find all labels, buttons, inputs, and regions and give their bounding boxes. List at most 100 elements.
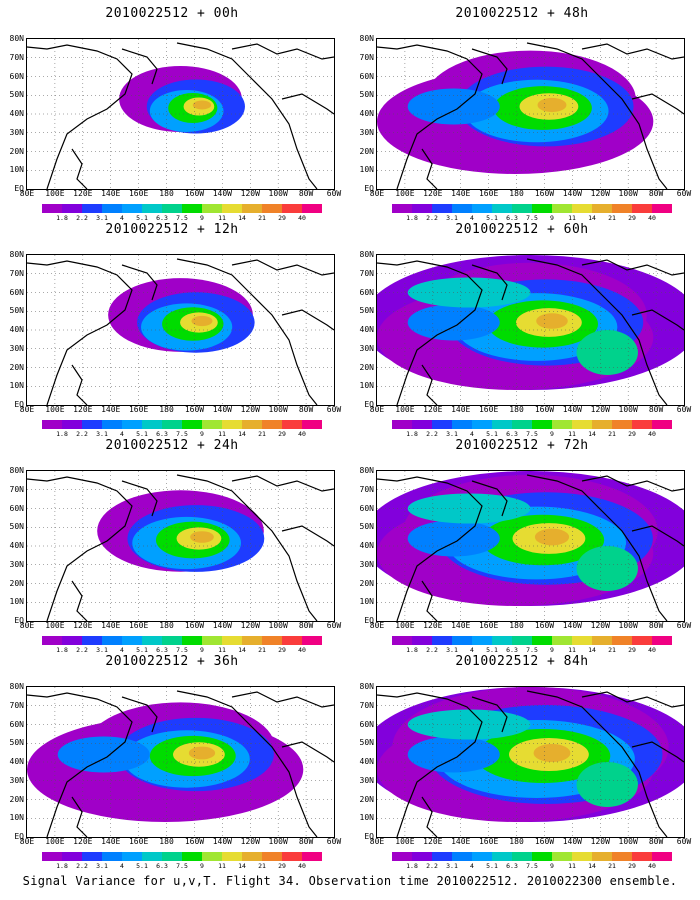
colorbar-swatch	[532, 636, 552, 645]
colorbar-swatch	[62, 204, 82, 213]
longitude-label: 140W	[212, 837, 232, 846]
colorbar-level-label: 21	[258, 646, 266, 654]
colorbar-level-label: 9	[550, 646, 554, 654]
colorbar-swatch	[492, 204, 512, 213]
colorbar-level-label: 4	[120, 862, 124, 870]
colorbar-swatch	[162, 636, 182, 645]
colorbar-level-label: 11	[218, 214, 226, 222]
variance-contour	[188, 746, 216, 760]
colorbar-swatch	[262, 636, 282, 645]
latitude-label: 30N	[9, 559, 24, 569]
coastline	[526, 474, 668, 621]
latitude-label: 60N	[9, 503, 24, 513]
longitude-label: 180	[159, 189, 174, 198]
longitude-label: 160W	[534, 837, 555, 846]
latitude-label: 40N	[9, 541, 24, 550]
colorbar-swatch	[122, 204, 142, 213]
panel-title: 2010022512 + 84h	[455, 654, 589, 669]
longitude-label: 80W	[298, 837, 314, 846]
longitude-label: 180	[159, 405, 174, 414]
latitude-label: 80N	[9, 34, 24, 43]
colorbar-swatch	[242, 204, 262, 213]
latitude-label: 10N	[359, 813, 374, 823]
colorbar-swatch	[552, 852, 572, 861]
longitude-label: 100E	[395, 621, 415, 630]
longitude-label: 160E	[478, 837, 499, 846]
latitude-label: 80N	[359, 250, 374, 259]
latitude-label: 50N	[359, 90, 374, 100]
coastline	[631, 741, 684, 763]
colorbar-level-label: 7.5	[526, 646, 538, 654]
longitude-label: 120E	[73, 405, 93, 414]
coastline	[526, 258, 668, 405]
colorbar-swatch	[202, 636, 222, 645]
longitude-label: 120E	[423, 621, 443, 630]
colorbar-level-label: 5.1	[136, 862, 148, 870]
coastline	[471, 264, 508, 301]
latitude-label: 80N	[9, 250, 24, 259]
colorbar-level-label: 29	[628, 430, 636, 438]
coastline	[281, 741, 334, 763]
variance-contour	[533, 744, 571, 762]
longitude-label: 120W	[240, 621, 260, 630]
colorbar-level-label: 40	[298, 862, 306, 870]
coastline	[281, 309, 334, 331]
colorbar-level-label: 1.8	[406, 430, 418, 438]
colorbar-swatch	[162, 204, 182, 213]
colorbar-swatch	[472, 636, 492, 645]
longitude-label: 160W	[534, 189, 555, 198]
coastline	[231, 691, 334, 708]
coastline	[27, 692, 133, 837]
colorbar-level-label: 14	[238, 430, 246, 438]
colorbar	[392, 636, 672, 645]
coastline	[421, 580, 438, 621]
colorbar-level-label: 11	[218, 646, 226, 654]
latitude-label: EQ	[14, 400, 24, 409]
colorbar-level-label: 5.1	[486, 646, 498, 654]
variance-contour	[576, 546, 638, 591]
longitude-label: 120W	[590, 621, 610, 630]
latitude-label: 60N	[9, 287, 24, 297]
latitude-label: 70N	[9, 52, 24, 62]
colorbar	[42, 636, 322, 645]
colorbar-level-label: 21	[608, 646, 616, 654]
longitude-label: 160W	[184, 189, 205, 198]
latitude-label: 50N	[9, 90, 24, 100]
coastline	[377, 260, 483, 405]
latitude-label: EQ	[364, 184, 374, 193]
colorbar-level-label: 9	[200, 430, 204, 438]
longitude-label: 80E	[19, 621, 35, 630]
colorbar-swatch	[452, 420, 472, 429]
longitude-label: 120E	[423, 837, 443, 846]
colorbar-level-label: 7.5	[176, 214, 188, 222]
colorbar	[392, 204, 672, 213]
longitude-label: 180	[509, 189, 524, 198]
coastline	[176, 474, 318, 621]
colorbar	[42, 204, 322, 213]
colorbar-level-label: 21	[608, 430, 616, 438]
coastline	[121, 48, 158, 85]
colorbar-level-label: 9	[200, 214, 204, 222]
colorbar-swatch	[612, 420, 632, 429]
longitude-label: 60W	[326, 837, 342, 846]
colorbar-swatch	[452, 204, 472, 213]
variance-contour	[57, 736, 150, 773]
latitude-label: 60N	[359, 287, 374, 297]
variance-contour	[534, 528, 570, 546]
colorbar-swatch	[512, 204, 532, 213]
colorbar-swatch	[262, 852, 282, 861]
colorbar-level-label: 1.8	[406, 862, 418, 870]
colorbar-level-label: 7.5	[176, 862, 188, 870]
map-panel: 2010022512 + 36h 80N 70N 60N 50N 40N 30N 20N 10N…	[2, 654, 342, 876]
longitude-label: 120E	[423, 189, 443, 198]
longitude-label: 160W	[534, 621, 555, 630]
latitude-label: 10N	[9, 381, 24, 391]
colorbar-level-label: 40	[298, 646, 306, 654]
map-panel: 2010022512 + 84h 80N 70N 60N 50N 40N 30N 20N 10N…	[352, 654, 692, 876]
colorbar-swatch	[472, 204, 492, 213]
latitude-label: 20N	[359, 362, 374, 372]
colorbar-swatch	[592, 420, 612, 429]
coastline	[471, 480, 508, 517]
colorbar-swatch	[302, 204, 322, 213]
colorbar-swatch	[512, 420, 532, 429]
